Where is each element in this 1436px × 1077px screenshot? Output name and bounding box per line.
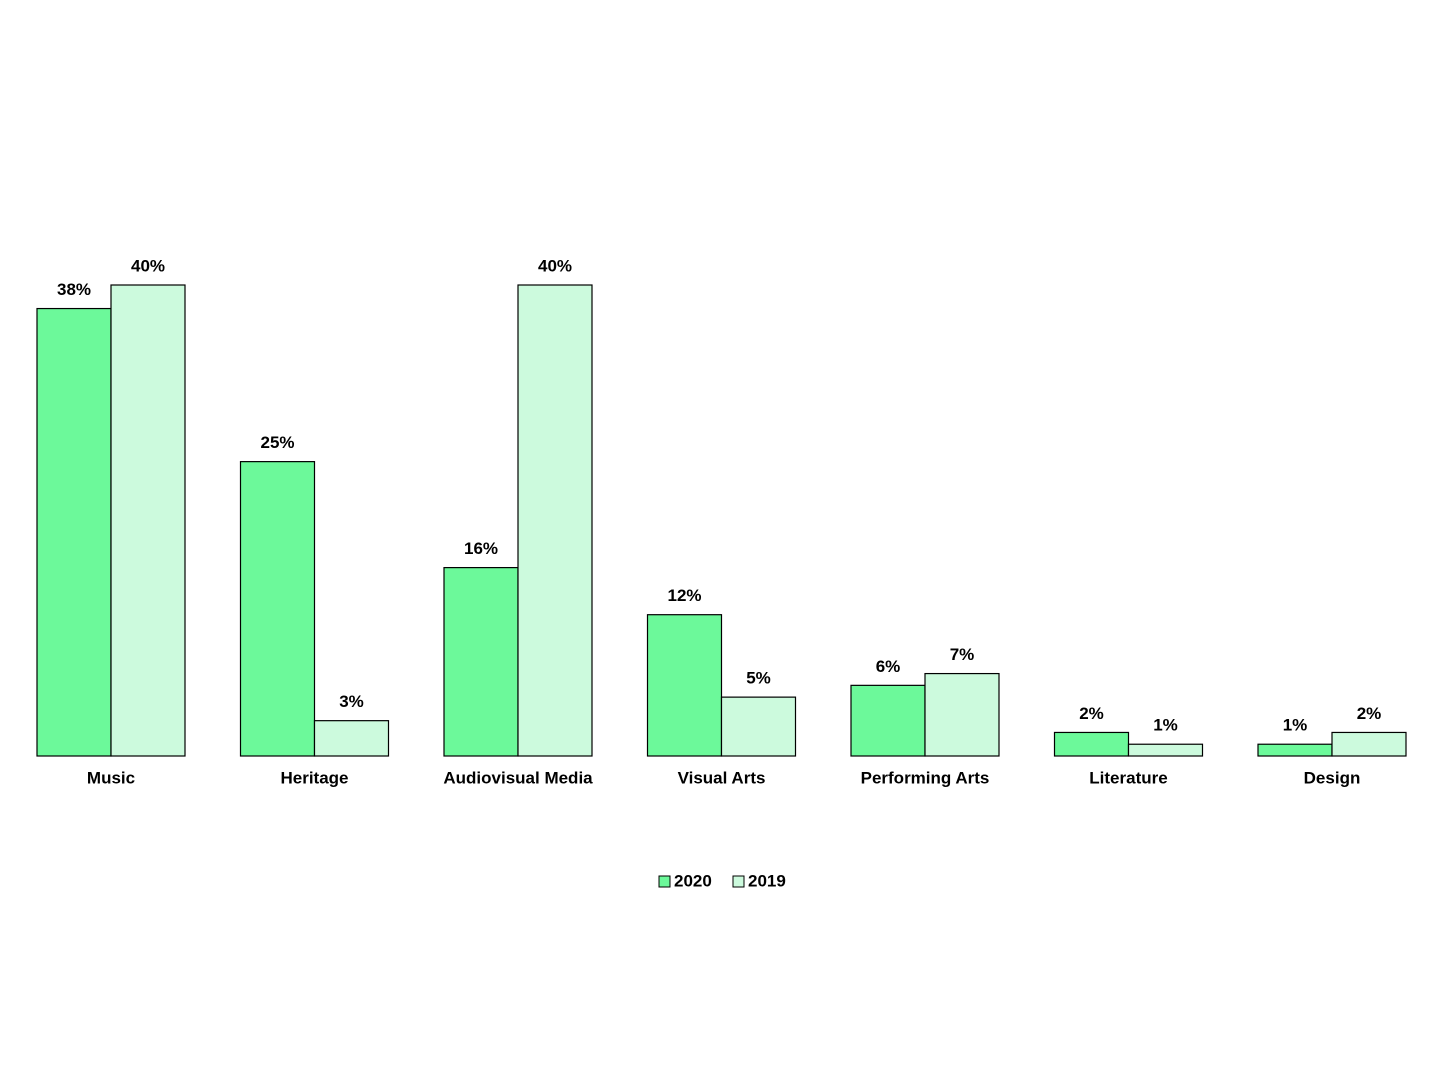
x-tick-label: Visual Arts — [678, 768, 766, 787]
x-tick-label: Audiovisual Media — [443, 768, 593, 787]
bar — [1331, 731, 1407, 757]
bar — [1053, 731, 1130, 757]
bar — [239, 461, 316, 757]
bar — [443, 566, 519, 757]
value-label: 2% — [1079, 704, 1104, 723]
bar — [313, 720, 390, 757]
bar — [646, 614, 723, 757]
legend-swatch — [732, 875, 745, 888]
value-label: 40% — [131, 256, 165, 275]
legend-swatch — [658, 875, 671, 888]
x-tick-label: Music — [87, 768, 135, 787]
value-label: 7% — [950, 645, 975, 664]
bar — [1257, 743, 1333, 757]
value-label: 16% — [464, 539, 498, 558]
value-label: 3% — [339, 692, 364, 711]
bar — [517, 284, 593, 757]
value-label: 40% — [538, 256, 572, 275]
legend-label: 2019 — [748, 871, 786, 890]
value-label: 2% — [1357, 704, 1382, 723]
legend-label: 2020 — [674, 871, 712, 890]
x-tick-label: Design — [1304, 768, 1361, 787]
value-label: 38% — [57, 280, 91, 299]
value-label: 1% — [1283, 716, 1308, 735]
value-label: 6% — [876, 657, 901, 676]
value-label: 5% — [746, 669, 771, 688]
x-tick-label: Heritage — [280, 768, 348, 787]
bar — [720, 696, 797, 757]
bar — [850, 684, 926, 757]
value-label: 25% — [260, 433, 294, 452]
x-tick-label: Performing Arts — [861, 768, 990, 787]
x-tick-label: Literature — [1089, 768, 1167, 787]
bar — [1127, 743, 1204, 757]
bar — [924, 672, 1000, 757]
value-label: 1% — [1153, 716, 1178, 735]
bar — [36, 307, 112, 757]
bar — [110, 284, 186, 757]
value-label: 12% — [667, 586, 701, 605]
